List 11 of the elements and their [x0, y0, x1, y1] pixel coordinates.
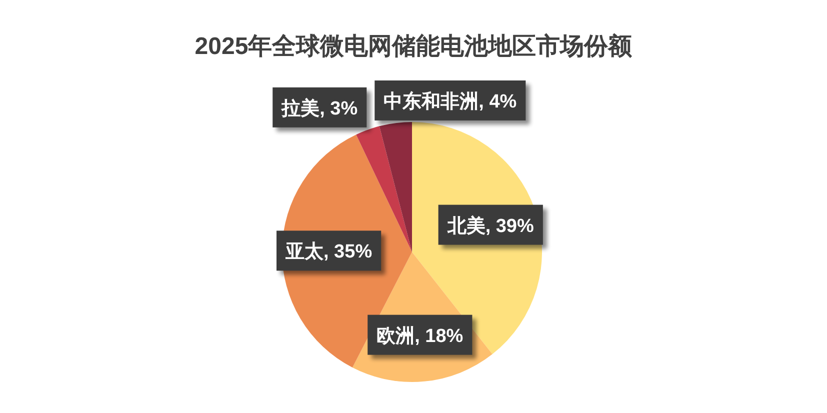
data-label: , 3%	[320, 98, 358, 120]
slice-label: 拉美	[280, 97, 320, 120]
data-label: , 39%	[485, 216, 534, 237]
slice-label: 亚太	[284, 240, 325, 263]
slice-label: 欧洲	[376, 324, 415, 347]
title: 2025年全球微电网储能电池地区市场份额	[194, 33, 632, 60]
data-label: , 4%	[478, 91, 517, 112]
slice-label: 中东和非洲	[384, 90, 479, 112]
data-label: , 18%	[414, 326, 464, 347]
slice-label: 北美	[446, 214, 486, 237]
data-label: , 35%	[324, 242, 372, 263]
